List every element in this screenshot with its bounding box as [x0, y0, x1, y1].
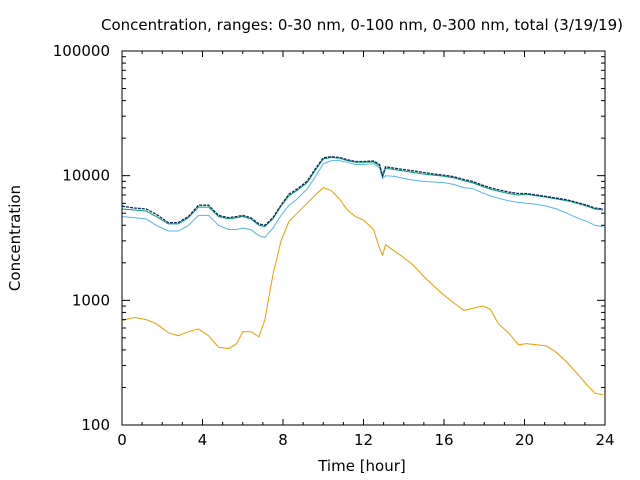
y-axis: 100 1000 10000 100000	[53, 42, 605, 434]
series-line-1	[121, 187, 604, 396]
series-line-4	[121, 156, 604, 227]
x-tick-label: 24	[595, 431, 614, 449]
chart-title: Concentration, ranges: 0-30 nm, 0-100 nm…	[101, 16, 623, 34]
series-lines	[121, 156, 604, 396]
x-tick-label: 16	[434, 431, 453, 449]
series-line-3	[121, 156, 604, 228]
y-axis-label: Concentration	[6, 185, 24, 291]
x-axis: 0 4 8 12 16 20 24	[117, 51, 615, 449]
plot-frame	[121, 50, 606, 426]
y-tick-label: 100000	[53, 42, 110, 60]
y-tick-label: 100	[81, 416, 110, 434]
y-tick-label: 1000	[72, 291, 110, 309]
x-tick-label: 12	[354, 431, 373, 449]
x-tick-label: 8	[278, 431, 288, 449]
x-tick-label: 20	[515, 431, 534, 449]
x-tick-label: 0	[117, 431, 127, 449]
y-tick-label: 10000	[62, 167, 110, 185]
x-tick-label: 4	[198, 431, 208, 449]
series-line-2	[121, 160, 604, 238]
x-axis-label: Time [hour]	[317, 457, 406, 475]
